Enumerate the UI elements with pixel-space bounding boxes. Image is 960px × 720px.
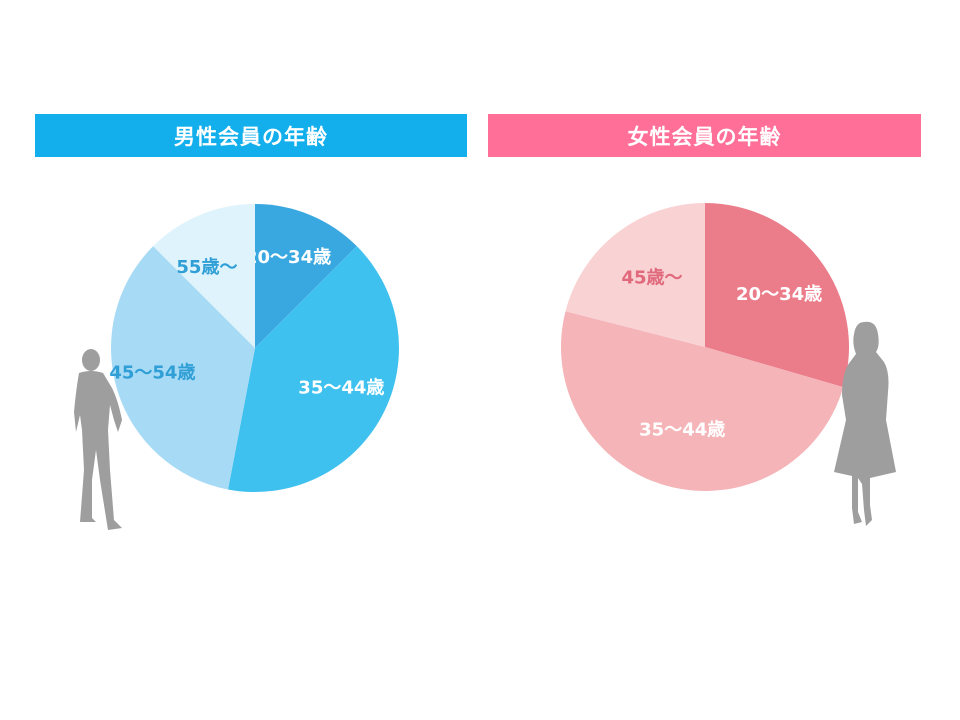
pie-slice	[153, 204, 255, 348]
male-chart-title: 男性会員の年齢	[35, 114, 467, 157]
pie-slice-label: 45〜54歳	[109, 362, 195, 383]
female-chart-title: 女性会員の年齢	[488, 114, 921, 157]
pie-slice-label: 20〜34歳	[245, 247, 331, 268]
pie-slice-label: 35〜44歳	[639, 419, 725, 440]
female-silhouette-icon	[834, 321, 896, 526]
pie-slice	[111, 246, 255, 490]
pie-slice	[561, 311, 844, 492]
pie-slice-label: 45歳〜	[622, 268, 683, 289]
pie-slice	[255, 204, 357, 348]
pie-slice-label: 20〜34歳	[736, 284, 822, 305]
female-age-pie: 20〜34歳 35〜44歳 45歳〜	[561, 203, 849, 492]
pie-slice	[565, 203, 705, 347]
male-age-pie: 20〜34歳 35〜44歳 45〜54歳 55歳〜	[109, 204, 399, 492]
pie-slice-label: 35〜44歳	[298, 377, 384, 398]
pie-slice	[228, 246, 399, 492]
male-silhouette-icon	[74, 349, 122, 530]
pie-slice-label: 55歳〜	[176, 257, 237, 278]
pie-slice	[705, 203, 849, 388]
